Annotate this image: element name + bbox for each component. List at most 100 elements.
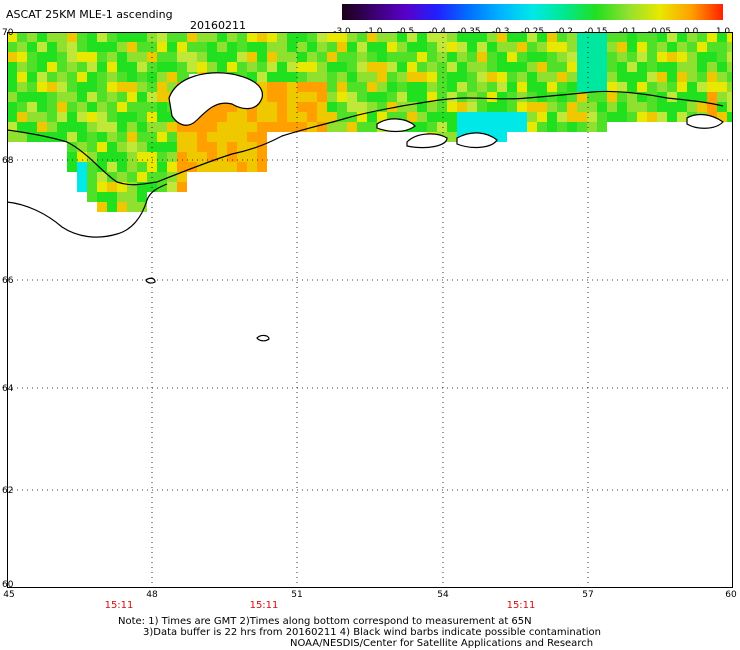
data-cell [717,72,727,82]
data-cell [477,72,487,82]
data-cell [537,112,547,122]
data-cell [87,132,97,142]
island-5 [256,334,270,342]
data-cell [707,92,717,102]
data-cell [557,52,567,62]
lat-label-66: 66 [2,276,14,286]
data-cell [97,112,107,122]
data-cell [677,62,687,72]
data-cell [647,62,657,72]
data-cell [117,162,127,172]
data-cell [127,202,137,212]
data-cell [137,102,147,112]
data-cell [537,72,547,82]
time-label: 15:11 [249,600,279,611]
data-cell [427,52,437,62]
data-cell [587,32,597,42]
data-cell [367,112,377,122]
data-cell [327,52,337,62]
data-cell [617,62,627,72]
data-cell [597,72,607,82]
data-cell [637,32,647,42]
lat-label-60: 60 [2,580,14,590]
data-cell [237,132,247,142]
data-cell [667,72,677,82]
data-cell [357,122,367,132]
data-cell [7,102,17,112]
data-cell [417,82,427,92]
data-cell [547,32,557,42]
data-cell [117,172,127,182]
data-cell [177,162,187,172]
data-cell [67,102,77,112]
data-cell [167,132,177,142]
data-cell [427,62,437,72]
data-cell [87,52,97,62]
data-cell [27,72,37,82]
data-cell [67,42,77,52]
data-cell [467,72,477,82]
data-cell [127,42,137,52]
data-cell [177,72,187,82]
data-cell [37,132,47,142]
data-cell [127,112,137,122]
footer-note-line1: Note: 1) Times are GMT 2)Times along bot… [118,616,532,627]
data-cell [707,52,717,62]
data-cell [717,52,727,62]
data-cell [587,92,597,102]
data-cell [587,42,597,52]
data-cell [527,32,537,42]
data-cell [577,122,587,132]
data-cell [67,82,77,92]
data-cell [17,92,27,102]
data-cell [317,92,327,102]
data-cell [237,52,247,62]
data-cell [687,72,697,82]
data-cell [437,42,447,52]
data-cell [287,112,297,122]
data-cell [117,62,127,72]
data-cell [67,32,77,42]
data-cell [67,72,77,82]
data-cell [47,42,57,52]
data-cell [297,52,307,62]
data-cell [607,32,617,42]
data-cell [167,52,177,62]
data-cell [327,82,337,92]
data-cell [497,42,507,52]
data-cell [707,32,717,42]
data-cell [207,42,217,52]
data-cell [617,92,627,102]
data-cell [687,32,697,42]
data-cell [657,42,667,52]
data-cell [227,52,237,62]
data-cell [687,42,697,52]
data-cell [607,82,617,92]
data-cell [467,42,477,52]
data-cell [427,92,437,102]
data-cell [557,42,567,52]
data-cell [247,112,257,122]
data-cell [37,32,47,42]
data-cell [107,52,117,62]
data-cell [687,62,697,72]
data-cell [377,42,387,52]
data-cell [477,52,487,62]
data-cell [697,62,707,72]
data-cell [607,72,617,82]
data-cell [507,32,517,42]
data-cell [287,82,297,92]
data-cell [287,42,297,52]
data-cell [127,142,137,152]
data-cell [357,62,367,72]
data-cell [647,72,657,82]
data-cell [457,72,467,82]
data-cell [87,182,97,192]
data-cell [87,42,97,52]
data-cell [667,92,677,102]
data-cell [137,142,147,152]
data-cell [237,122,247,132]
data-cell [77,32,87,42]
data-cell [467,52,477,62]
data-cell [637,42,647,52]
